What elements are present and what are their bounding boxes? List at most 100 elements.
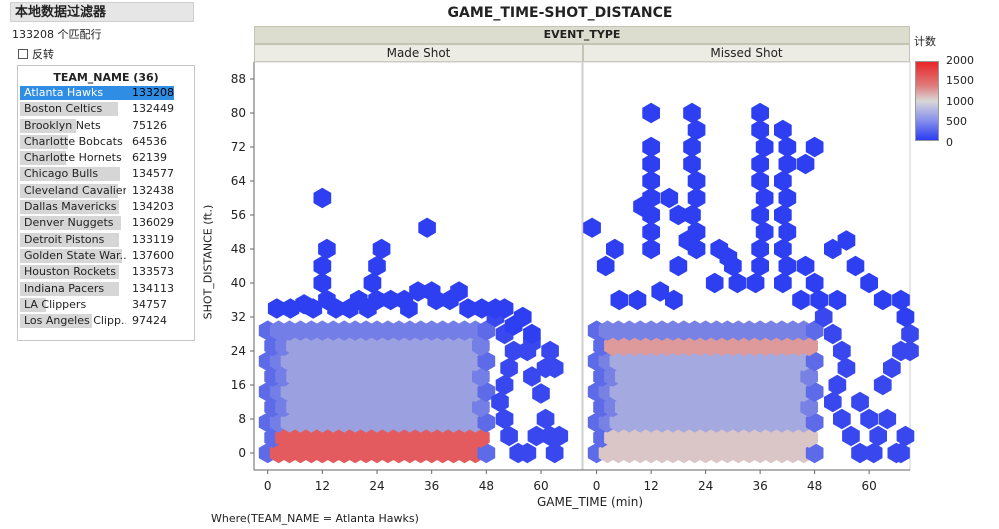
y-tick-label: 8: [238, 412, 246, 426]
team-list-item[interactable]: Brooklyn Nets 75126: [20, 118, 192, 134]
hexbin-cell: [669, 255, 688, 277]
hexbin-cell: [472, 396, 490, 418]
hexbin-cell: [472, 427, 490, 448]
x-axis-label: GAME_TIME (min): [536, 495, 644, 509]
hexbin-cell: [887, 442, 906, 464]
hexbin-cell: [381, 289, 400, 311]
hexbin-cell: [669, 204, 688, 226]
x-tick-label: 36: [752, 479, 767, 493]
team-count-bar: [20, 151, 66, 166]
team-count-bar: [20, 86, 174, 100]
hexbin-cell: [642, 204, 660, 226]
team-count-bar: [20, 216, 121, 231]
hexbin-cell: [828, 289, 847, 311]
hexbin-cell: [313, 272, 332, 294]
match-count: 133208 个匹配行: [12, 28, 102, 41]
team-list-item[interactable]: Boston Celtics 132449: [20, 101, 192, 117]
hexbin-cell: [805, 412, 824, 433]
y-tick-label: 64: [231, 174, 246, 188]
team-list-item[interactable]: LA Clippers 34757: [20, 297, 192, 313]
legend-tick: 0: [946, 136, 953, 149]
hexbin-cell: [642, 170, 660, 192]
team-list-item[interactable]: Charlotte Bobcats 64536: [20, 134, 192, 150]
hexbin-cell: [828, 374, 847, 396]
hexbin-cell: [892, 289, 910, 311]
team-list-item[interactable]: Los Angeles Clipp... 97424: [20, 313, 192, 329]
filter-panel-title[interactable]: 本地数据过滤器: [10, 2, 194, 22]
team-count: 136029: [132, 216, 174, 230]
team-count-bar: [20, 167, 120, 182]
hexbin-cell: [363, 272, 382, 294]
team-list-item[interactable]: Denver Nuggets 136029: [20, 215, 192, 231]
hexbin-cell: [751, 255, 769, 277]
hexbin-cell: [751, 238, 769, 260]
team-list-item[interactable]: Atlanta Hawks 133208: [20, 85, 192, 101]
hexbin-cell: [318, 238, 336, 260]
hexbin-cell: [774, 238, 792, 260]
x-tick-label: 36: [424, 479, 439, 493]
hexbin-cell: [755, 136, 774, 158]
team-list-item[interactable]: Detroit Pistons 133119: [20, 232, 192, 248]
team-list-item[interactable]: Cleveland Cavaliers 132438: [20, 183, 192, 199]
legend-tick: 1500: [946, 74, 974, 87]
hexbin-cell: [778, 221, 797, 243]
team-list-item[interactable]: Charlotte Hornets 62139: [20, 150, 192, 166]
x-tick-label: 24: [369, 479, 384, 493]
hexbin-cell: [491, 391, 509, 413]
hexbin-cell: [705, 272, 724, 294]
hexbin-cell: [495, 374, 514, 396]
team-list-item[interactable]: Indiana Pacers 134113: [20, 281, 192, 297]
x-tick-label: 60: [861, 479, 876, 493]
legend-title: 计数: [914, 35, 936, 48]
hexbin-cell: [500, 357, 518, 379]
hexbin-cell: [477, 320, 496, 341]
x-tick-label: 60: [533, 479, 548, 493]
hexbin-cell: [409, 281, 427, 302]
hexbin-cell: [459, 298, 477, 319]
team-count-bar: [20, 281, 119, 296]
invert-toggle[interactable]: 反转: [18, 46, 54, 62]
hexbin-cell: [774, 204, 792, 226]
hexbin-cell: [583, 217, 601, 238]
team-count: 134577: [132, 167, 174, 181]
hexbin-cell: [805, 381, 824, 402]
hexbin-cell: [610, 289, 629, 311]
hexbin-cell: [683, 204, 701, 226]
hexbin-cell: [550, 425, 569, 447]
hexbin-cell: [864, 442, 883, 464]
hexbin-cell: [878, 408, 897, 430]
hexbin-cell: [683, 136, 701, 158]
team-list-item[interactable]: Golden State War... 137600: [20, 248, 192, 264]
hexbin-cell: [778, 136, 797, 158]
hexbin-cell: [304, 298, 323, 319]
team-name: Houston Rockets: [24, 265, 116, 279]
team-list-item[interactable]: Dallas Mavericks 134203: [20, 199, 192, 215]
team-count: 133573: [132, 265, 174, 279]
hexbin-cell: [774, 119, 792, 141]
team-name: Charlotte Hornets: [24, 151, 122, 165]
hexbin-cell: [778, 153, 797, 175]
y-tick-label: 24: [231, 344, 246, 358]
hexbin-cell: [596, 255, 615, 277]
hexbin-cell: [837, 230, 856, 251]
x-tick-label: 0: [264, 479, 272, 493]
invert-checkbox[interactable]: [18, 49, 28, 59]
hexbin-cell: [800, 366, 818, 387]
team-count-bar: [20, 314, 92, 329]
hexbin-cell: [800, 396, 818, 418]
legend-tick: 1000: [946, 95, 974, 108]
team-name: Chicago Bulls: [24, 167, 99, 181]
team-count: 134113: [132, 281, 174, 295]
hexbin-cell: [824, 323, 842, 345]
hexbin-cell: [751, 153, 769, 175]
hexbin-cell: [796, 255, 815, 277]
hexbin-cell: [883, 357, 901, 379]
invert-label: 反转: [32, 48, 54, 61]
team-list-item[interactable]: Chicago Bulls 134577: [20, 166, 192, 182]
hexbin-cell: [472, 366, 490, 387]
hexbin-cell: [281, 298, 300, 319]
hexbin-cell: [833, 340, 851, 362]
hexbin-cell: [477, 351, 496, 372]
team-list-item[interactable]: Houston Rockets 133573: [20, 264, 192, 280]
